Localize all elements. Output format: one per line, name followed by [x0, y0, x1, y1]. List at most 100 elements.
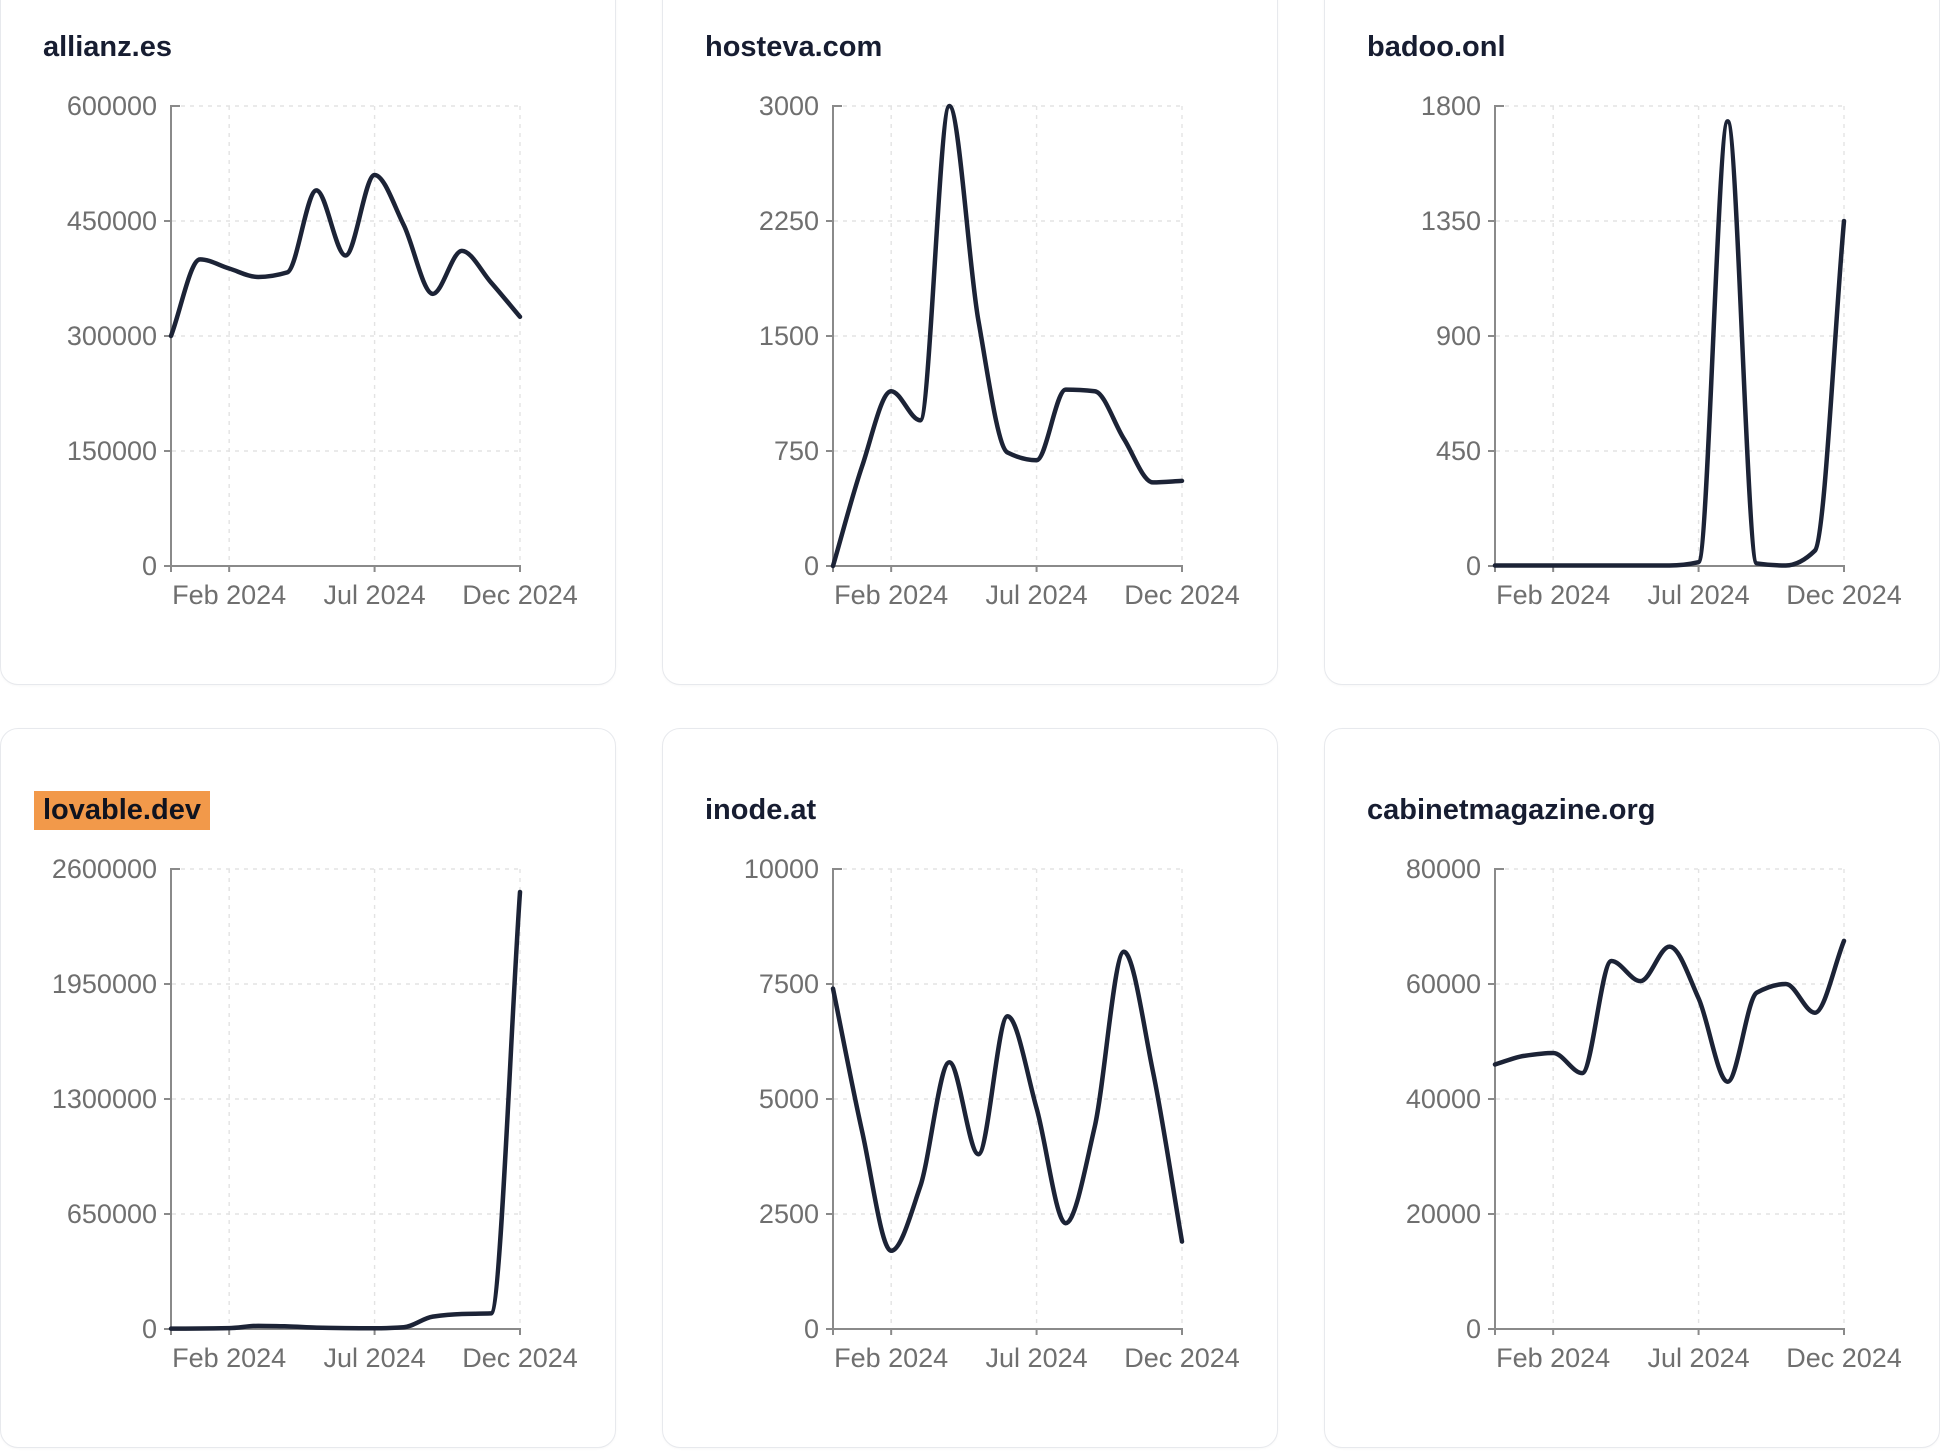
- chart-title-row: allianz.es: [43, 28, 172, 66]
- domain-chart-card: lovable.dev 0 650000 1300000 1950000 2600000…: [0, 728, 616, 1448]
- x-tick-label: Feb 2024: [834, 1343, 948, 1373]
- domain-chart-card: hosteva.com 0 750 1500 2250 3000 Feb 2024 Jul …: [662, 0, 1278, 685]
- y-tick-label: 7500: [759, 969, 819, 999]
- y-tick-label: 5000: [759, 1084, 819, 1114]
- y-axis: [1494, 105, 1504, 566]
- tick-labels: 0 20000 40000 60000 80000 Feb 2024 Jul 2024 Dec…: [1406, 854, 1902, 1373]
- series-line: [830, 949, 1185, 1254]
- x-tick-label: Dec 2024: [462, 1343, 578, 1373]
- y-tick-label: 600000: [67, 91, 157, 121]
- y-axis: [1494, 868, 1504, 1329]
- traffic-line-chart: 0 2500 5000 7500 10000 Feb 2024 Jul 2024 Dec 20…: [744, 854, 1240, 1373]
- traffic-line-chart: 0 450 900 1350 1800 Feb 2024 Jul 2024 Dec 2024: [1421, 91, 1902, 610]
- chart-title-row: cabinetmagazine.org: [1367, 791, 1655, 829]
- x-tick-label: Feb 2024: [1496, 580, 1610, 610]
- y-tick-label: 20000: [1406, 1199, 1481, 1229]
- x-tick-label: Jul 2024: [986, 580, 1088, 610]
- chart-title-row: lovable.dev: [34, 791, 210, 830]
- chart-title: lovable.dev: [34, 791, 210, 830]
- chart-title: inode.at: [705, 794, 817, 826]
- x-tick-label: Jul 2024: [324, 580, 426, 610]
- x-tick-label: Dec 2024: [462, 580, 578, 610]
- traffic-line-chart: 0 150000 300000 450000 600000 Feb 2024 Jul 202…: [67, 91, 578, 610]
- gridlines: [172, 868, 521, 1328]
- gridlines: [1496, 868, 1845, 1328]
- gridlines: [834, 868, 1183, 1328]
- y-tick-label: 1500: [759, 321, 819, 351]
- tick-labels: 0 150000 300000 450000 600000 Feb 2024 Jul 202…: [67, 91, 578, 610]
- tick-labels: 0 650000 1300000 1950000 2600000 Feb 2024 Jul …: [52, 854, 578, 1373]
- x-tick-label: Dec 2024: [1124, 580, 1240, 610]
- series-line: [168, 172, 523, 339]
- x-tick-label: Jul 2024: [1648, 580, 1750, 610]
- y-tick-label: 0: [1466, 551, 1481, 581]
- y-tick-label: 2500: [759, 1199, 819, 1229]
- axes: [826, 105, 1183, 572]
- y-tick-label: 450: [1436, 436, 1481, 466]
- y-axis: [170, 105, 180, 566]
- series-line: [1492, 119, 1847, 568]
- y-tick-label: 1950000: [52, 969, 157, 999]
- y-tick-label: 40000: [1406, 1084, 1481, 1114]
- traffic-line-chart: 0 20000 40000 60000 80000 Feb 2024 Jul 2024 Dec…: [1406, 854, 1902, 1373]
- y-tick-label: 80000: [1406, 854, 1481, 884]
- y-tick-label: 3000: [759, 91, 819, 121]
- gridlines: [172, 105, 521, 565]
- axes: [1488, 868, 1845, 1335]
- x-tick-label: Dec 2024: [1124, 1343, 1240, 1373]
- y-tick-label: 1350: [1421, 206, 1481, 236]
- domain-chart-card: inode.at 0 2500 5000 7500 10000 Feb 2024 Jul 2…: [662, 728, 1278, 1448]
- chart-title-row: inode.at: [705, 791, 816, 829]
- domain-chart-card: allianz.es 0 150000 300000 450000 600000 Feb …: [0, 0, 616, 685]
- x-axis: [832, 1328, 1183, 1335]
- x-tick-label: Feb 2024: [172, 580, 286, 610]
- y-tick-label: 0: [1466, 1314, 1481, 1344]
- axes: [826, 868, 1183, 1335]
- chart-title: cabinetmagazine.org: [1367, 794, 1656, 826]
- x-tick-label: Feb 2024: [1496, 1343, 1610, 1373]
- x-tick-label: Dec 2024: [1786, 1343, 1902, 1373]
- x-tick-label: Feb 2024: [834, 580, 948, 610]
- gridlines: [1496, 105, 1845, 565]
- gridlines: [834, 105, 1183, 565]
- y-tick-label: 450000: [67, 206, 157, 236]
- chart-title: badoo.onl: [1367, 31, 1506, 63]
- tick-labels: 0 450 900 1350 1800 Feb 2024 Jul 2024 Dec 2024: [1421, 91, 1902, 610]
- chart-title-row: badoo.onl: [1367, 28, 1506, 66]
- chart-title: allianz.es: [43, 31, 172, 63]
- axes: [164, 868, 521, 1335]
- series-line: [1492, 938, 1847, 1084]
- tick-labels: 0 2500 5000 7500 10000 Feb 2024 Jul 2024 Dec 20…: [744, 854, 1240, 1373]
- y-axis: [170, 868, 180, 1329]
- domain-chart-card: badoo.onl 0 450 900 1350 1800 Feb 2024 Jul 202…: [1324, 0, 1940, 685]
- chart-title-row: hosteva.com: [705, 28, 882, 66]
- y-tick-label: 1300000: [52, 1084, 157, 1114]
- y-tick-label: 0: [142, 1314, 157, 1344]
- y-tick-label: 0: [804, 1314, 819, 1344]
- y-tick-label: 60000: [1406, 969, 1481, 999]
- axes: [1488, 105, 1845, 572]
- y-tick-label: 1800: [1421, 91, 1481, 121]
- y-tick-label: 650000: [67, 1199, 157, 1229]
- tick-labels: 0 750 1500 2250 3000 Feb 2024 Jul 2024 Dec 2024: [759, 91, 1240, 610]
- x-tick-label: Jul 2024: [1648, 1343, 1750, 1373]
- chart-title: hosteva.com: [705, 31, 883, 63]
- x-tick-label: Jul 2024: [986, 1343, 1088, 1373]
- y-tick-label: 150000: [67, 436, 157, 466]
- y-tick-label: 10000: [744, 854, 819, 884]
- y-tick-label: 2600000: [52, 854, 157, 884]
- y-tick-label: 900: [1436, 321, 1481, 351]
- y-tick-label: 300000: [67, 321, 157, 351]
- y-tick-label: 0: [142, 551, 157, 581]
- x-axis: [1494, 1328, 1845, 1335]
- traffic-line-chart: 0 650000 1300000 1950000 2600000 Feb 2024 Jul …: [52, 854, 578, 1373]
- x-tick-label: Dec 2024: [1786, 580, 1902, 610]
- series-line: [168, 889, 523, 1331]
- x-axis: [170, 565, 521, 572]
- y-axis: [832, 868, 842, 1329]
- x-tick-label: Feb 2024: [172, 1343, 286, 1373]
- x-tick-label: Jul 2024: [324, 1343, 426, 1373]
- axes: [164, 105, 521, 572]
- y-tick-label: 2250: [759, 206, 819, 236]
